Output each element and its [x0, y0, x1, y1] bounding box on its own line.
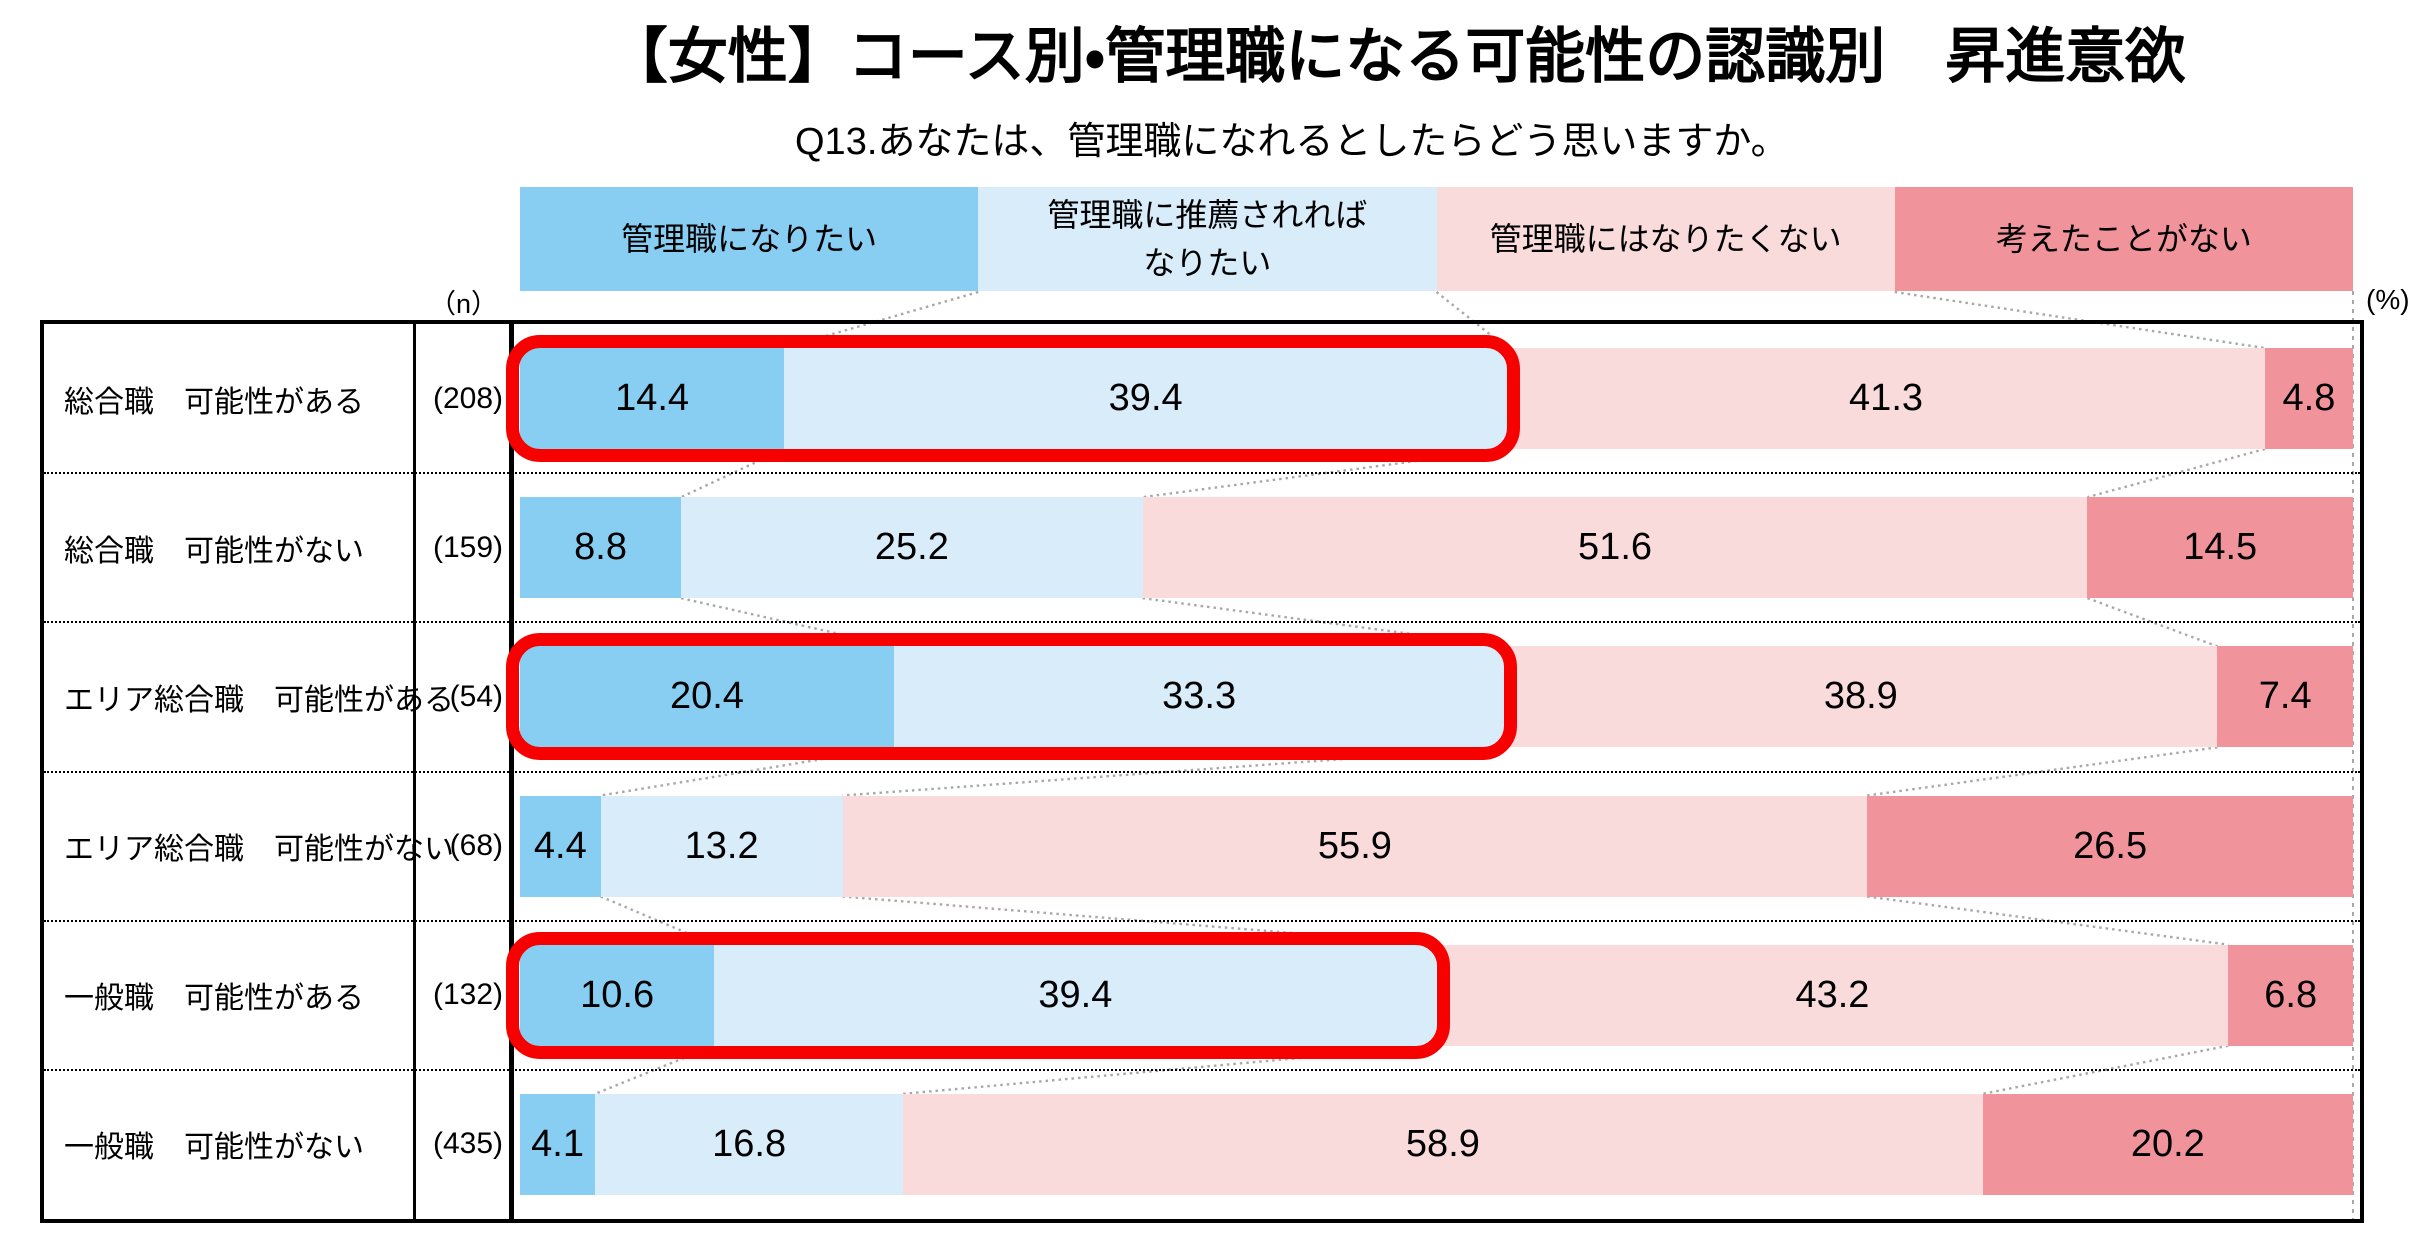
bar-segment: 58.9 [903, 1093, 1983, 1195]
connector-line [783, 290, 979, 350]
highlight-box [506, 931, 1450, 1059]
bar-value-label: 33.3 [1162, 675, 1237, 718]
bar-value-label: 20.4 [669, 675, 744, 718]
bar-segment: 14.5 [2087, 497, 2353, 599]
bar-segment: 4.1 [520, 1093, 596, 1195]
bar-segment: 8.8 [520, 497, 682, 599]
row-n: (208) [432, 381, 503, 415]
legend-item-2: 管理職に推薦されれば なりたい [978, 187, 1437, 291]
row-label: エリア総合職 可能性がある [64, 683, 454, 717]
connector-line [1435, 291, 1508, 349]
column-divider-n [509, 320, 514, 1223]
highlight-box [506, 633, 1518, 761]
bar-value-label: 55.9 [1317, 824, 1392, 867]
chart-title: 【女性】コース別・管理職になる可能性の認識別 昇進意欲 [607, 23, 2186, 90]
row-n: (435) [432, 1127, 503, 1161]
bar-segment: 4.4 [520, 795, 601, 897]
bar-segment: 55.9 [842, 795, 1868, 897]
row-n: (54) [449, 679, 503, 713]
bar-segment: 26.5 [1867, 795, 2353, 897]
connector-line [1894, 290, 2266, 350]
bar-segment: 6.8 [2228, 944, 2353, 1046]
row-separator [44, 1068, 2360, 1071]
bar-value-label: 58.9 [1405, 1122, 1480, 1165]
bar-value-label: 16.8 [712, 1122, 787, 1165]
row-label: 総合職 可能性がある [64, 385, 364, 419]
bar-value-label: 6.8 [2264, 973, 2318, 1016]
connector-line [600, 895, 715, 946]
bar-value-label: 51.6 [1578, 526, 1653, 569]
percent-axis-label: (%) [2366, 284, 2410, 315]
row-label: 一般職 可能性がある [64, 982, 364, 1016]
row-separator [44, 770, 2360, 773]
bar-value-label: 20.2 [2130, 1122, 2205, 1165]
n-column-header: （n） [428, 289, 499, 319]
bar-segment: 20.2 [1982, 1093, 2353, 1195]
row-separator [44, 919, 2360, 922]
bar-segment: 16.8 [595, 1093, 904, 1195]
row-n: (132) [432, 978, 503, 1012]
legend-item-1: 管理職になりたい [520, 187, 979, 291]
row-n: (159) [432, 530, 503, 564]
bar-segment: 39.4 [784, 348, 1508, 449]
bar-segment: 20.4 [520, 646, 894, 748]
bar-value-label: 13.2 [684, 824, 759, 867]
bar-segment: 7.4 [2217, 646, 2353, 748]
bar-value-label: 41.3 [1849, 377, 1924, 419]
row-separator [44, 621, 2360, 624]
bar-value-label: 38.9 [1823, 675, 1898, 718]
bar-value-label: 7.4 [2258, 675, 2312, 718]
bar-value-label: 4.1 [531, 1122, 584, 1165]
legend-item-3: 管理職にはなりたくない [1436, 187, 1895, 291]
bar-value-label: 14.4 [615, 377, 690, 419]
chart-subtitle: Q13.あなたは、管理職になれるとしたらどう思いますか。 [795, 121, 1789, 163]
row-label: 総合職 可能性がない [64, 534, 364, 568]
bar-value-label: 14.5 [2183, 526, 2258, 569]
bar-value-label: 4.4 [533, 824, 587, 867]
connector-line [600, 746, 895, 797]
bar-value-label: 39.4 [1108, 377, 1183, 419]
bar-value-label: 43.2 [1795, 973, 1870, 1016]
bar-segment: 38.9 [1504, 646, 2218, 748]
bar-value-label: 8.8 [574, 526, 627, 569]
legend-item-4: 考えたことがない [1894, 187, 2353, 291]
bar-segment: 33.3 [893, 646, 1505, 748]
connector-line [842, 895, 1437, 946]
bar-value-label: 10.6 [580, 973, 655, 1016]
bar-segment: 41.3 [1507, 348, 2265, 449]
bar-segment: 43.2 [1436, 944, 2229, 1046]
row-label: エリア総合職 可能性がない [64, 833, 454, 867]
bar-value-label: 25.2 [874, 526, 949, 569]
bar-segment: 39.4 [714, 944, 1437, 1046]
bar-segment: 25.2 [681, 497, 1143, 599]
bar-segment: 13.2 [600, 795, 843, 897]
bar-segment: 10.6 [520, 944, 715, 1046]
highlight-box [506, 335, 1521, 462]
column-divider-labels [413, 320, 416, 1223]
bar-value-label: 4.8 [2282, 377, 2336, 419]
bar-segment: 51.6 [1142, 497, 2088, 599]
row-label: 一般職 可能性がない [64, 1131, 364, 1165]
bar-value-label: 26.5 [2073, 824, 2148, 867]
bar-segment: 14.4 [520, 348, 785, 449]
row-n: (68) [449, 829, 503, 863]
bar-segment: 4.8 [2264, 348, 2353, 449]
row-separator [44, 472, 2360, 475]
bar-value-label: 39.4 [1038, 973, 1113, 1016]
